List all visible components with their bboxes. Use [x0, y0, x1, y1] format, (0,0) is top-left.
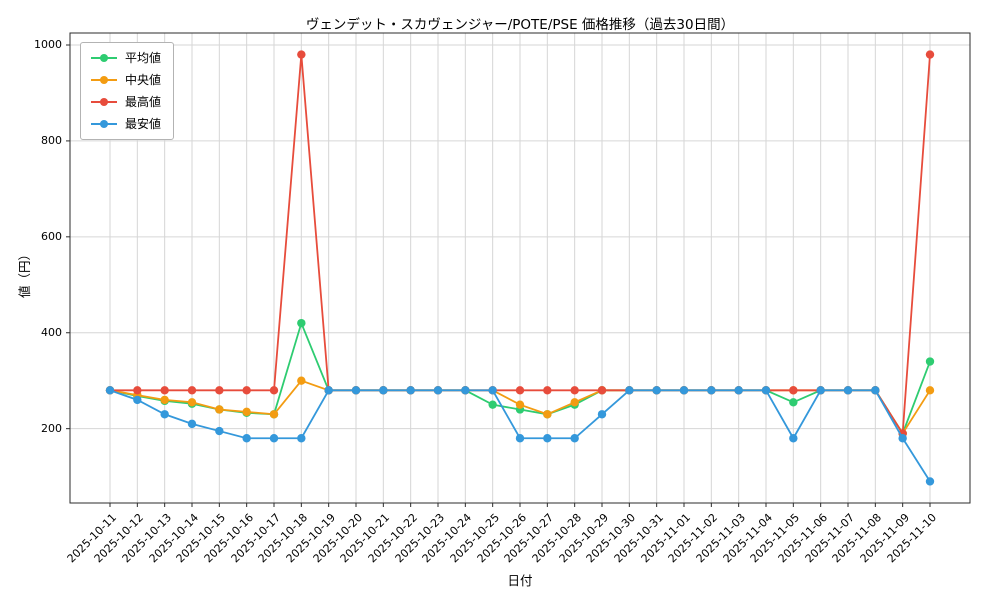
legend-line-marker-icon — [91, 120, 117, 128]
legend-item: 中央値 — [91, 73, 161, 87]
legend-label: 最高値 — [125, 95, 162, 109]
x-axis-title: 日付 — [507, 573, 533, 588]
legend-item: 最高値 — [91, 95, 161, 109]
y-tick-label: 800 — [41, 133, 62, 147]
legend-line-marker-icon — [91, 98, 117, 106]
legend-line-marker-icon — [91, 76, 117, 84]
legend-item: 平均値 — [91, 51, 161, 65]
legend-label: 平均値 — [125, 51, 162, 65]
y-tick-label: 600 — [41, 229, 62, 243]
y-axis-title: 値（円） — [17, 247, 32, 298]
legend-label: 最安値 — [125, 117, 162, 131]
y-tick-label: 400 — [41, 325, 62, 339]
legend-item: 最安値 — [91, 117, 161, 131]
legend-dot-icon — [100, 120, 108, 128]
y-tick-label: 1000 — [34, 37, 62, 51]
legend: 平均値中央値最高値最安値 — [80, 42, 175, 140]
legend-label: 中央値 — [125, 73, 162, 87]
legend-dot-icon — [100, 54, 108, 62]
legend-dot-icon — [100, 76, 108, 84]
y-tick-label: 200 — [41, 421, 62, 435]
chart-title: ヴェンデット・スカヴェンジャー/POTE/PSE 価格推移（過去30日間） — [305, 17, 735, 33]
legend-line-marker-icon — [91, 54, 117, 62]
legend-dot-icon — [100, 98, 108, 106]
